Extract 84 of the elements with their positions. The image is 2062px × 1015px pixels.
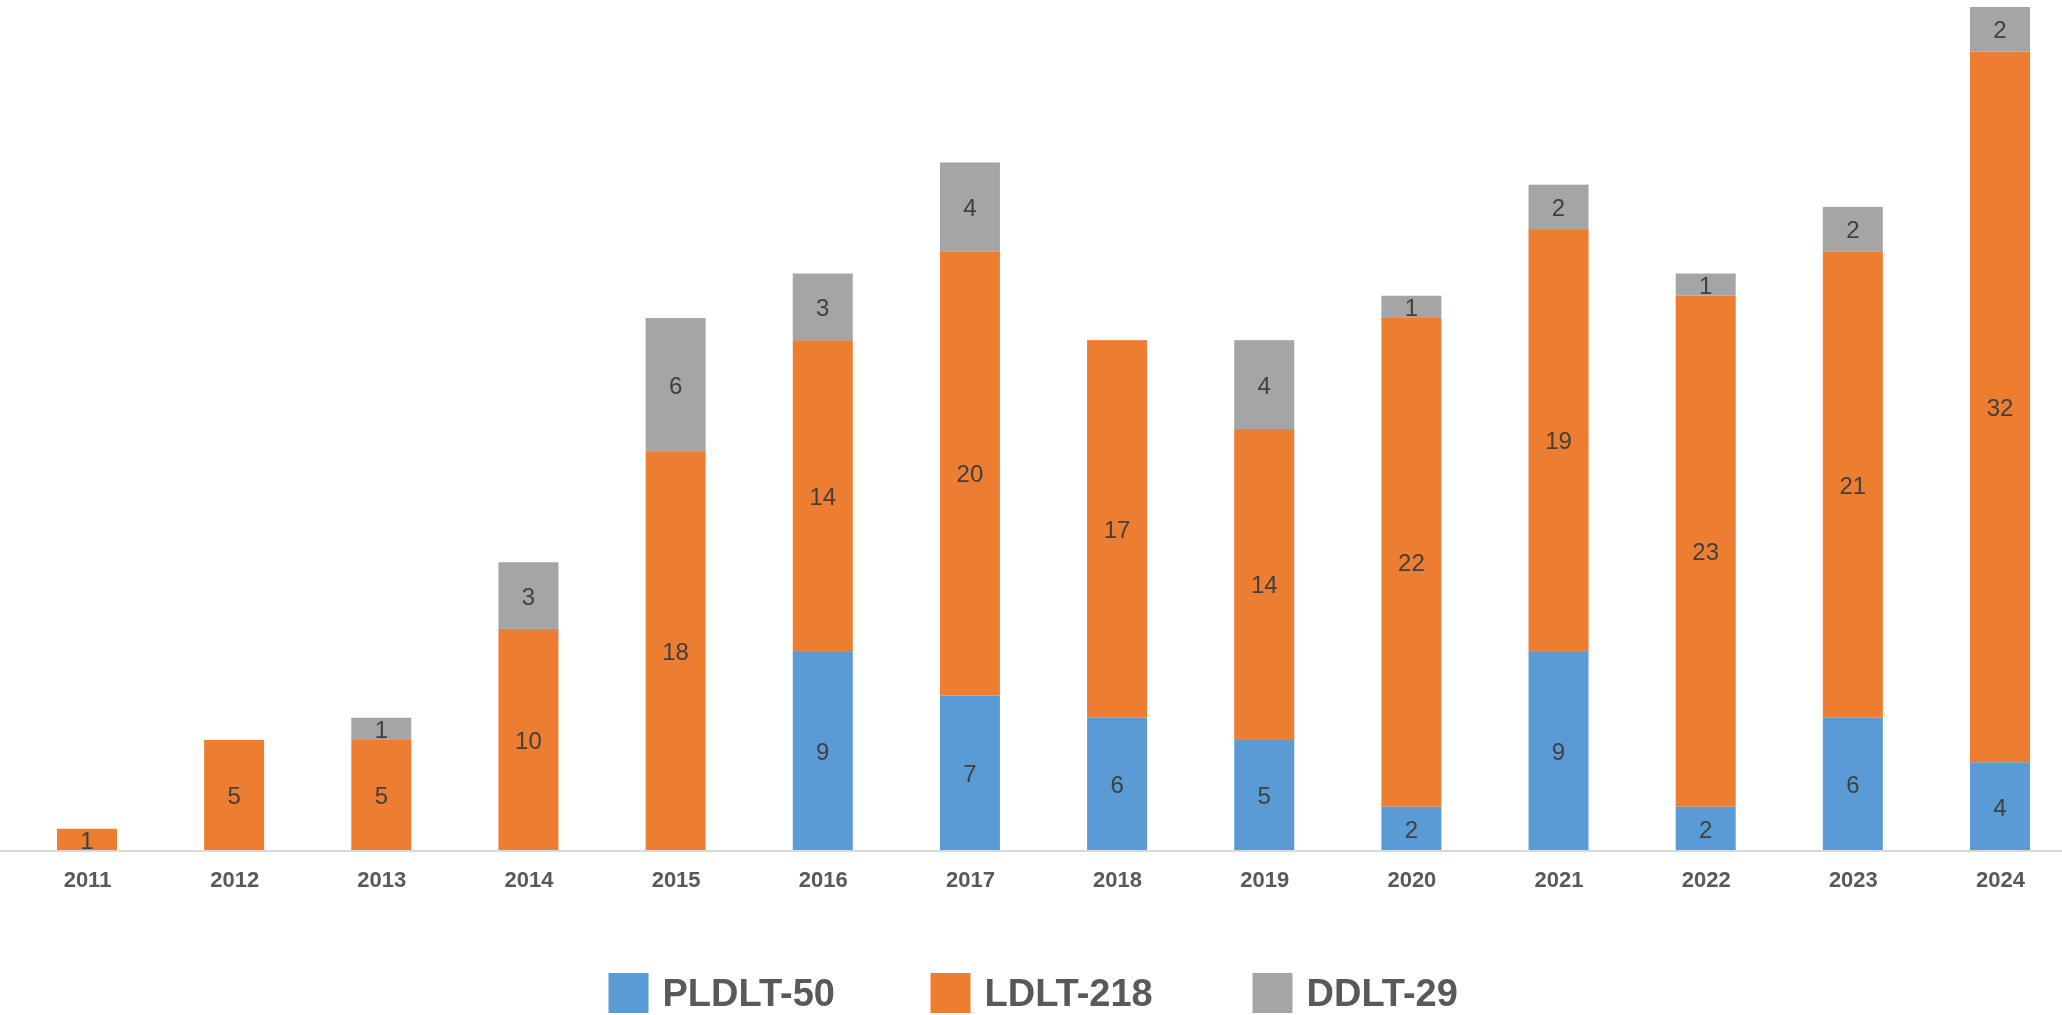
data-label: 1 [80,826,94,854]
bar [939,162,1000,252]
data-label: 20 [956,460,984,488]
data-label: 9 [816,738,830,766]
data-label: 6 [1846,771,1860,799]
data-label: 5 [227,782,241,810]
bar [1234,739,1295,851]
x-tick-label: 2023 [1828,866,1878,892]
data-label: 5 [374,782,388,810]
bar [645,451,706,851]
data-label: 21 [1839,471,1867,499]
bar [1675,295,1736,807]
bar [1970,762,2030,851]
bar [792,340,853,652]
x-tick-label: 2021 [1534,866,1584,892]
bar [1381,806,1442,851]
bar [1087,717,1148,851]
legend-label: PLDLT-50 [662,972,835,1014]
x-tick-label: 2018 [1093,866,1143,892]
data-label: 19 [1545,427,1572,455]
x-tick-label: 2012 [210,866,260,892]
bar [1528,229,1589,652]
data-label: 1 [1699,271,1713,299]
x-tick-label: 2017 [945,866,995,892]
data-label: 14 [809,482,837,510]
bar [351,717,412,740]
data-label: 6 [668,371,683,399]
data-label: 3 [521,582,536,610]
bar [792,273,853,341]
legend-label: LDLT-218 [984,972,1153,1014]
bar [1528,184,1589,230]
bar [1822,206,1883,252]
data-label: 4 [1257,371,1271,399]
x-tick-label: 2022 [1681,866,1731,892]
bar [1381,317,1442,807]
x-tick-label: 2016 [798,866,848,892]
data-label: 18 [662,638,689,666]
x-tick-label: 2019 [1240,866,1290,892]
x-tick-label: 2020 [1387,866,1437,892]
data-label: 3 [816,293,830,321]
x-tick-label: 2024 [1976,866,2026,892]
data-label: 7 [963,760,977,788]
bar [1822,251,1883,718]
bar [645,317,706,452]
bar [1822,717,1883,851]
bar [1970,51,2030,763]
x-tick-label: 2015 [651,866,701,892]
x-tick-label: 2013 [357,866,407,892]
bar [939,251,1000,696]
bar [1234,429,1295,740]
data-label: 14 [1250,571,1278,599]
bar [1675,273,1736,296]
data-label: 2 [1993,16,2007,44]
data-label: 22 [1398,549,1425,577]
bar [498,562,559,629]
data-label: 2 [1846,216,1860,244]
data-label: 5 [1257,782,1271,810]
data-label: 1 [1404,293,1419,321]
x-tick-label: 2011 [63,866,112,892]
bar [1528,651,1589,851]
bar [792,651,853,851]
bar [498,628,559,851]
data-label: 9 [1551,738,1566,766]
data-label: 32 [1986,393,2014,421]
bar [351,739,412,851]
bar [1675,806,1736,851]
data-label: 10 [515,726,542,754]
bar [1234,340,1295,429]
data-label: 17 [1103,515,1131,543]
legend-label: DDLT-29 [1306,972,1458,1014]
data-label: 4 [963,193,977,221]
data-label: 2 [1551,193,1566,221]
data-label: 23 [1692,538,1720,566]
bar [939,695,1000,851]
data-label: 1 [374,715,388,743]
data-label: 4 [1993,793,2007,821]
bar [204,739,265,851]
data-label: 6 [1110,771,1124,799]
x-tick-label: 2014 [504,866,555,892]
data-label: 2 [1404,815,1419,843]
bar [1087,340,1148,718]
bar [1970,7,2030,52]
bar [1381,295,1442,318]
data-label: 2 [1699,815,1713,843]
